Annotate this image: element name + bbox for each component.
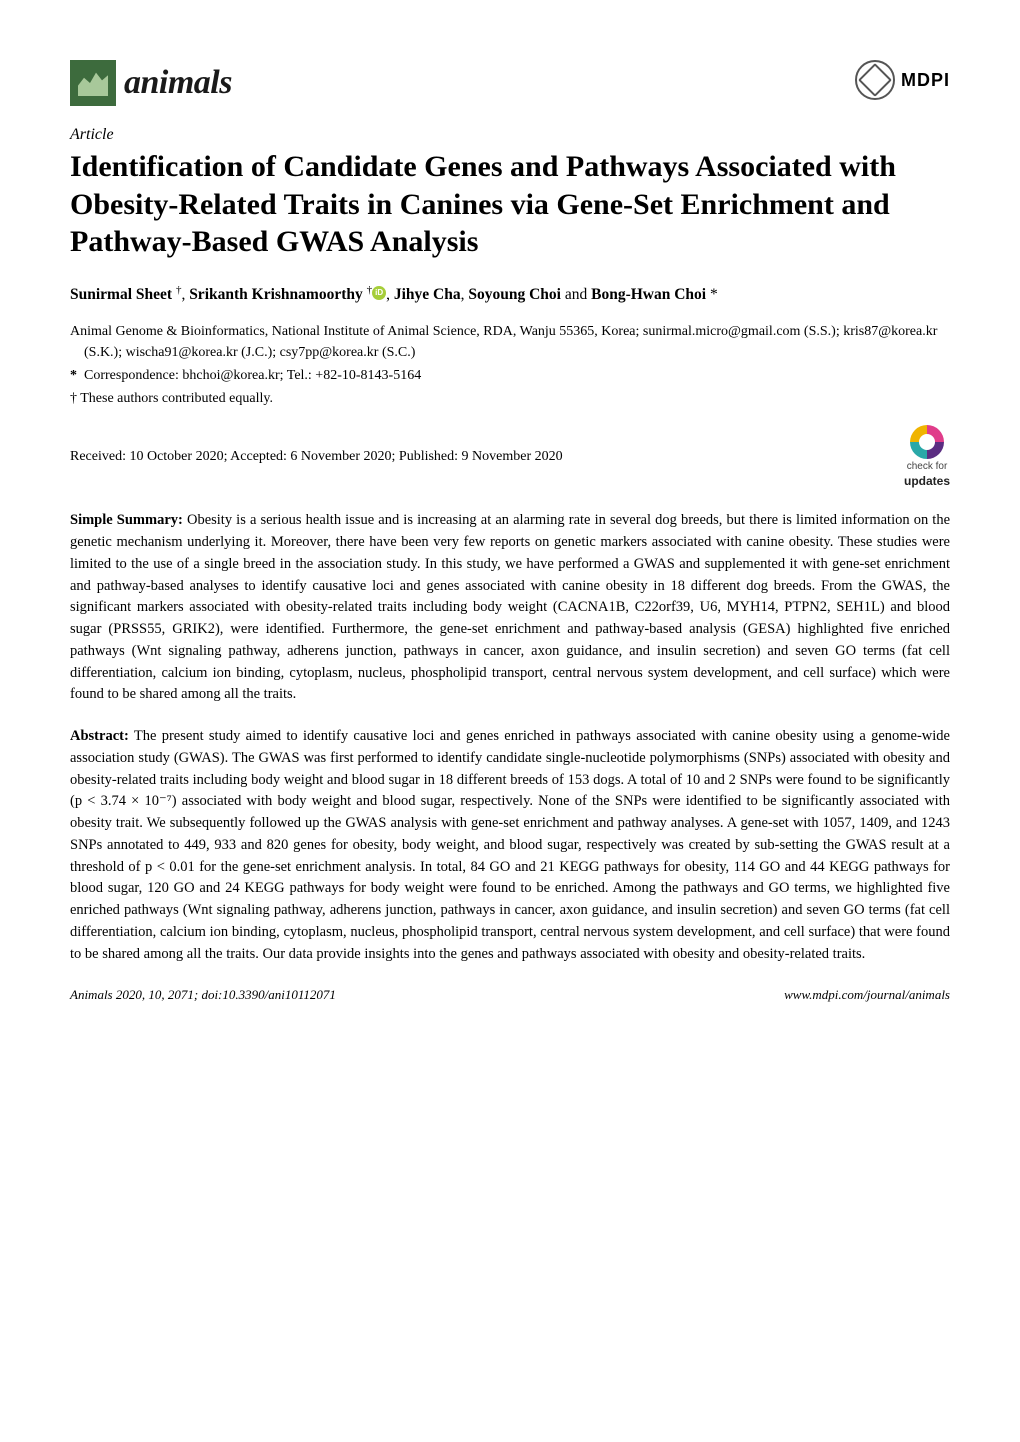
journal-name: animals — [124, 64, 232, 102]
correspondence-line: * Correspondence: bhchoi@korea.kr; Tel.:… — [70, 365, 950, 386]
equal-contribution-line: † These authors contributed equally. — [70, 388, 950, 409]
article-title: Identification of Candidate Genes and Pa… — [70, 148, 950, 261]
check-updates-label2: updates — [904, 474, 950, 488]
simple-summary-text: Obesity is a serious health issue and is… — [70, 512, 950, 702]
authors-line: Sunirmal Sheet †, Srikanth Krishnamoorth… — [70, 283, 950, 306]
article-page: animals MDPI Article Identification of C… — [0, 0, 1020, 1025]
affiliations-block: Animal Genome & Bioinformatics, National… — [70, 321, 950, 409]
journal-logo: animals — [70, 60, 232, 106]
orcid-icon[interactable] — [372, 286, 386, 300]
simple-summary-heading: Simple Summary: — [70, 512, 183, 528]
abstract-heading: Abstract: — [70, 728, 129, 744]
author-name: Jihye Cha — [394, 286, 461, 303]
abstract-text: The present study aimed to identify caus… — [70, 728, 950, 962]
check-updates-badge[interactable]: check for updates — [904, 425, 950, 488]
abstract: Abstract: The present study aimed to ide… — [70, 726, 950, 965]
journal-icon — [70, 60, 116, 106]
author-mark: * — [710, 286, 718, 303]
publisher-logo: MDPI — [855, 60, 950, 100]
mdpi-icon — [855, 60, 895, 100]
dates-row: Received: 10 October 2020; Accepted: 6 N… — [70, 425, 950, 488]
check-updates-label1: check for — [907, 461, 948, 472]
footer-journal-link[interactable]: www.mdpi.com/journal/animals — [784, 987, 950, 1003]
author-name: Soyoung Choi — [468, 286, 561, 303]
dates-text: Received: 10 October 2020; Accepted: 6 N… — [70, 449, 563, 465]
page-footer: Animals 2020, 10, 2071; doi:10.3390/ani1… — [70, 987, 950, 1003]
author-name: Srikanth Krishnamoorthy — [189, 286, 363, 303]
simple-summary: Simple Summary: Obesity is a serious hea… — [70, 510, 950, 706]
check-updates-icon — [910, 425, 944, 459]
publisher-name: MDPI — [901, 70, 950, 91]
header: animals MDPI — [70, 60, 950, 106]
affiliation-line: Animal Genome & Bioinformatics, National… — [70, 321, 950, 363]
author-name: Sunirmal Sheet — [70, 286, 172, 303]
footer-left: Animals 2020, 10, 2071; doi:10.3390/ani1… — [70, 987, 336, 1003]
author-mark: † — [176, 284, 182, 296]
correspondence-text: Correspondence: bhchoi@korea.kr; Tel.: +… — [84, 368, 421, 383]
article-type: Article — [70, 126, 950, 144]
author-name: Bong-Hwan Choi — [591, 286, 706, 303]
